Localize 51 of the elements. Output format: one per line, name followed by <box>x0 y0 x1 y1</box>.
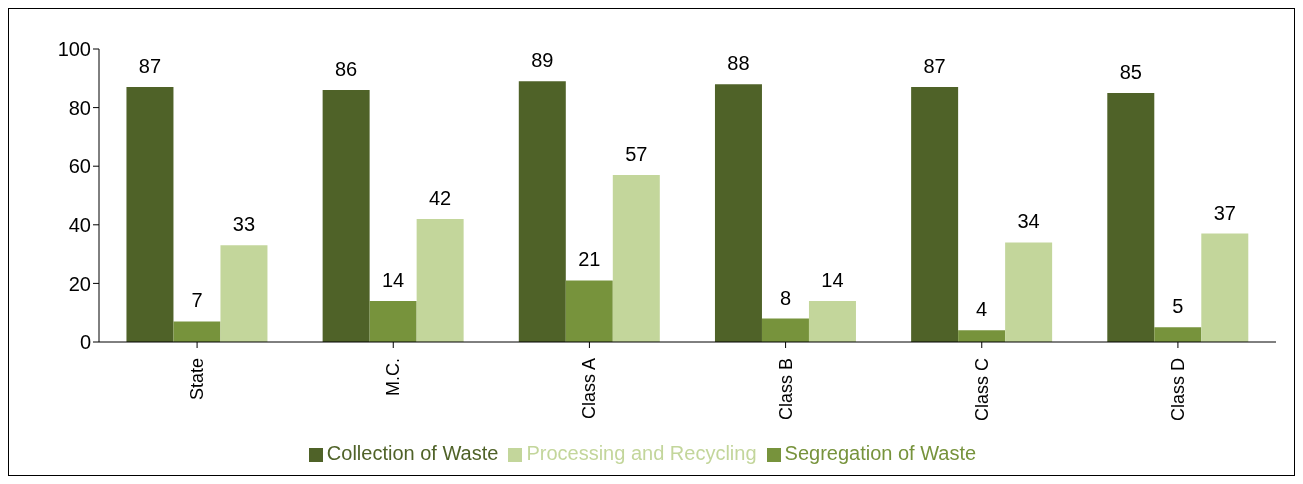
bar <box>565 280 613 342</box>
x-tick-label: State <box>187 358 208 401</box>
data-label: 37 <box>1213 201 1236 224</box>
data-label: 88 <box>727 52 750 75</box>
data-label: 57 <box>625 142 648 165</box>
data-label: 8 <box>779 286 792 309</box>
legend-label: Processing and Recycling <box>526 442 757 464</box>
bar <box>173 321 221 342</box>
bar <box>911 87 959 342</box>
data-label: 33 <box>232 213 256 236</box>
bar <box>761 318 809 342</box>
legend-label: Segregation of Waste <box>784 442 977 464</box>
data-label: 87 <box>138 55 162 78</box>
x-tick-label: Class B <box>775 358 796 421</box>
bar <box>416 218 464 342</box>
data-label: 42 <box>429 186 452 209</box>
bar <box>958 330 1006 342</box>
bar <box>1154 327 1202 342</box>
data-label: 21 <box>578 248 601 271</box>
bar <box>126 87 174 342</box>
legend-label: Collection of Waste <box>326 442 499 464</box>
data-label: 89 <box>531 49 554 72</box>
bar <box>808 300 856 342</box>
y-tick-label: 60 <box>68 155 91 178</box>
bar <box>714 84 762 342</box>
bar <box>1005 242 1053 342</box>
data-label: 14 <box>382 268 405 291</box>
data-label: 85 <box>1119 60 1142 83</box>
y-tick-label: 20 <box>68 272 91 295</box>
data-label: 7 <box>191 289 203 312</box>
bar <box>1201 233 1249 342</box>
data-label: 86 <box>335 58 358 81</box>
data-label: 5 <box>1172 295 1184 318</box>
x-tick-label: Class C <box>971 358 992 422</box>
bar <box>369 300 417 342</box>
x-tick-label: Class D <box>1167 358 1188 422</box>
data-label: 4 <box>976 298 988 321</box>
y-tick-label: 40 <box>68 213 91 236</box>
bar <box>322 90 370 342</box>
bar <box>612 174 660 342</box>
x-tick-label: M.C. <box>383 358 404 396</box>
x-tick-label: Class A <box>579 358 600 420</box>
data-label: 14 <box>821 268 844 291</box>
bar <box>518 81 566 342</box>
data-label: 34 <box>1017 210 1040 233</box>
y-tick-label: 0 <box>79 331 91 354</box>
data-label: 87 <box>923 55 946 78</box>
y-tick-label: 80 <box>68 96 91 119</box>
y-tick-label: 100 <box>57 38 91 61</box>
bar <box>220 245 268 342</box>
bar <box>1107 92 1155 342</box>
